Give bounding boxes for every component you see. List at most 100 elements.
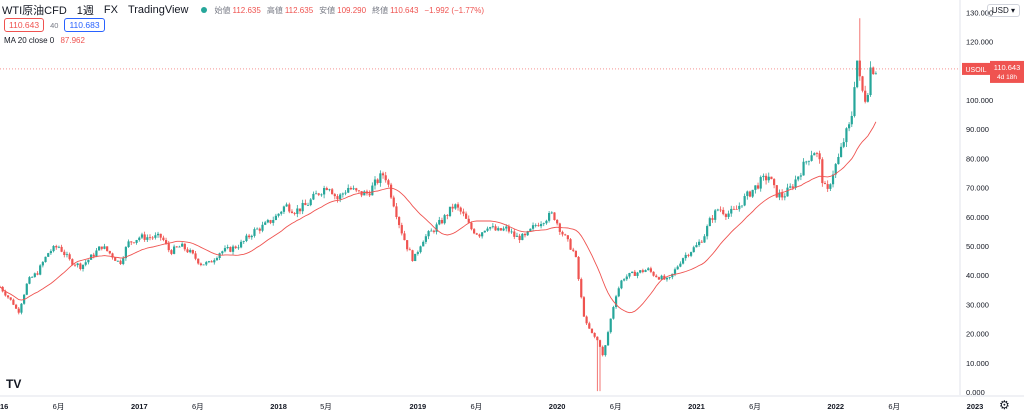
candle-body (462, 211, 465, 214)
candle-body (25, 283, 28, 295)
candle-body (207, 261, 211, 263)
candle-body (521, 233, 524, 241)
candle-body (467, 218, 470, 223)
candle-body (221, 251, 224, 254)
sell-price-button[interactable]: 110.643 (4, 18, 45, 32)
candle-body (719, 209, 722, 211)
candle-body (376, 179, 379, 183)
candle-body (491, 226, 494, 228)
candle-body (695, 245, 698, 248)
candle-body (9, 297, 12, 300)
x-tick-label: 6月 (888, 402, 900, 411)
candle-body (534, 225, 537, 226)
market-status-dot (200, 7, 207, 13)
candle-body (261, 224, 264, 231)
candle-body (722, 209, 725, 215)
tradingview-logo-icon[interactable]: TV (6, 377, 22, 391)
candle-body (451, 206, 454, 209)
candle-body (333, 194, 336, 197)
candle-body (448, 206, 452, 216)
candle-body (837, 156, 840, 165)
candle-body (609, 318, 612, 333)
candle-body (234, 246, 237, 249)
candle-body (791, 186, 794, 188)
candle-body (258, 228, 261, 231)
candle-body (681, 258, 685, 264)
y-tick-label: 40.000 (966, 271, 989, 280)
candle-body (44, 256, 47, 263)
candle-body (807, 160, 811, 162)
candle-body (146, 237, 149, 240)
candle-body (523, 233, 527, 236)
candle-body (708, 218, 711, 227)
candle-body (783, 196, 786, 198)
candle-body (55, 246, 58, 248)
candle-body (65, 254, 69, 256)
y-tick-label: 100.000 (966, 96, 993, 105)
candle-body (810, 155, 813, 161)
candle-body (122, 258, 125, 264)
candle-body (700, 241, 703, 243)
candle-body (272, 220, 275, 223)
low-label: 安値 (319, 5, 336, 15)
candle-body (414, 253, 417, 262)
candle-body (794, 179, 797, 188)
candle-body (368, 193, 371, 196)
x-tick-label: 5月 (320, 402, 332, 411)
candle-body (84, 262, 87, 265)
candle-body (285, 204, 288, 207)
candle-body (714, 210, 717, 220)
candle-body (588, 323, 591, 329)
gear-icon[interactable]: ⚙ (999, 398, 1010, 412)
candle-body (312, 193, 315, 200)
ma-indicator-legend[interactable]: MA 20 close 0 87.962 (4, 36, 85, 45)
candle-body (440, 219, 444, 224)
y-tick-label: 80.000 (966, 154, 989, 163)
candle-body (293, 213, 296, 214)
open-label: 始値 (214, 5, 231, 15)
symbol-name[interactable]: WTI原油CFD (2, 5, 67, 17)
candle-body (556, 219, 559, 224)
candle-body (389, 184, 393, 198)
candle-body (167, 243, 170, 251)
spread-value: 40 (50, 20, 59, 30)
candle-body (443, 215, 446, 224)
candle-body (786, 187, 789, 197)
x-tick-label: 6月 (610, 402, 622, 411)
candle-body (515, 235, 519, 237)
candle-body (510, 231, 513, 233)
candle-body (735, 208, 738, 210)
candle-body (778, 192, 781, 198)
candle-body (435, 224, 438, 232)
interval-label[interactable]: 1週 (76, 5, 94, 17)
candle-body (339, 194, 342, 200)
x-tick-label: 2018 (270, 402, 287, 411)
candle-body (813, 153, 816, 156)
candle-body (349, 187, 352, 190)
ma-label: MA 20 close 0 (4, 36, 55, 45)
candle-body (655, 275, 658, 278)
currency-selector[interactable]: USD ▾ (986, 4, 1020, 17)
candle-body (237, 247, 240, 249)
candle-body (309, 199, 312, 206)
candle-body (328, 189, 331, 191)
candle-body (79, 263, 82, 270)
candle-body (738, 205, 741, 210)
candle-body (323, 188, 326, 195)
candle-body (264, 222, 267, 225)
candle-body (132, 242, 136, 244)
candle-body (601, 346, 604, 356)
candle-body (218, 253, 221, 258)
candle-body (848, 124, 851, 129)
buy-price-button[interactable]: 110.683 (64, 18, 105, 32)
x-tick-label: 6月 (749, 402, 761, 411)
candle-body (545, 220, 548, 224)
candle-body (398, 217, 401, 226)
candle-body (14, 304, 18, 309)
y-tick-label: 0.000 (966, 388, 985, 397)
candle-body (49, 251, 52, 254)
candle-body (320, 194, 323, 196)
candle-body (325, 188, 328, 190)
source-label: TradingView (127, 4, 189, 16)
